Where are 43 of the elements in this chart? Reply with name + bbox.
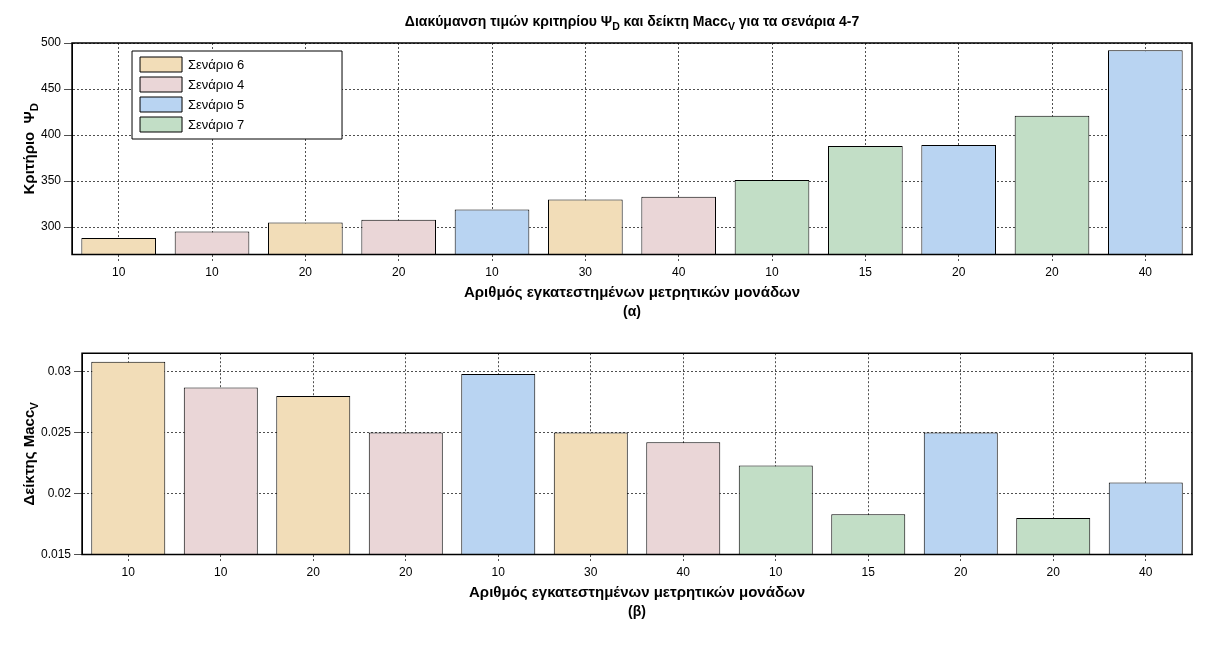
x-tick-label: 20 (392, 265, 406, 280)
x-tick-label: 20 (951, 265, 966, 280)
y-tick-label: 400 (40, 127, 62, 142)
y-tick-label: 0.025 (41, 424, 72, 439)
x-axis-title: Αριθμός εγκατεστημένων μετρητικών μονάδων (469, 582, 806, 600)
x-tick-label: 20 (306, 565, 321, 580)
y-tick-label: 300 (40, 219, 62, 234)
x-tick-label: 20 (399, 565, 413, 580)
x-tick-label: 20 (954, 565, 968, 580)
text: (β) (628, 603, 646, 620)
y-axis-title: Δείκτης MaccV (20, 401, 41, 506)
y-tick-label: 0.03 (47, 363, 72, 378)
text: (α) (623, 303, 641, 320)
y-tick-label: 450 (40, 81, 62, 96)
x-tick-label: 10 (491, 565, 506, 580)
x-axis-title: Αριθμός εγκατεστημένων μετρητικών μονάδων (464, 282, 801, 300)
x-tick-label: 40 (672, 265, 686, 280)
x-tick-label: 15 (861, 565, 876, 580)
x-tick-label: 40 (676, 565, 691, 580)
x-tick-label: 10 (112, 265, 126, 280)
x-tick-label: 10 (214, 565, 228, 580)
y-tick-label: 0.015 (41, 546, 72, 561)
y-axis-title: Κριτήριο ΨD (20, 103, 41, 195)
y-tick-label: 500 (40, 35, 62, 50)
x-tick-label: 30 (584, 565, 598, 580)
y-tick-label: 350 (40, 173, 62, 188)
x-tick-label: 20 (298, 265, 313, 280)
x-tick-label: 40 (1138, 265, 1153, 280)
x-tick-label: 10 (485, 265, 500, 280)
x-tick-label: 10 (205, 265, 220, 280)
y-tick-label: 0.02 (47, 485, 72, 500)
legend-label: Σενάριο 7 (188, 116, 245, 132)
legend-label: Σενάριο 6 (188, 56, 245, 72)
x-tick-label: 10 (121, 565, 136, 580)
x-tick-label: 20 (1046, 565, 1061, 580)
x-tick-label: 30 (578, 265, 593, 280)
x-tick-label: 10 (765, 265, 779, 280)
legend-label: Σενάριο 4 (188, 76, 245, 92)
x-tick-label: 20 (1045, 265, 1059, 280)
x-tick-label: 15 (858, 265, 873, 280)
legend-label: Σενάριο 5 (188, 96, 245, 112)
x-tick-label: 40 (1139, 565, 1153, 580)
x-tick-label: 10 (769, 565, 783, 580)
